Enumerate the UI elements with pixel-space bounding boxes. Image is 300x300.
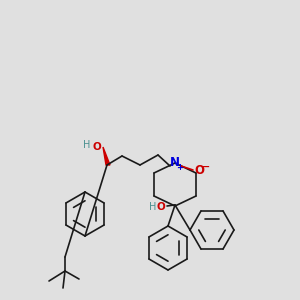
Text: O: O xyxy=(93,142,101,152)
Polygon shape xyxy=(103,147,110,165)
Text: N: N xyxy=(170,157,180,169)
Text: O: O xyxy=(194,164,204,178)
Text: O: O xyxy=(157,202,165,212)
Text: H: H xyxy=(149,202,157,212)
Text: H: H xyxy=(83,140,91,150)
Text: −: − xyxy=(202,162,210,172)
Text: +: + xyxy=(176,164,184,172)
